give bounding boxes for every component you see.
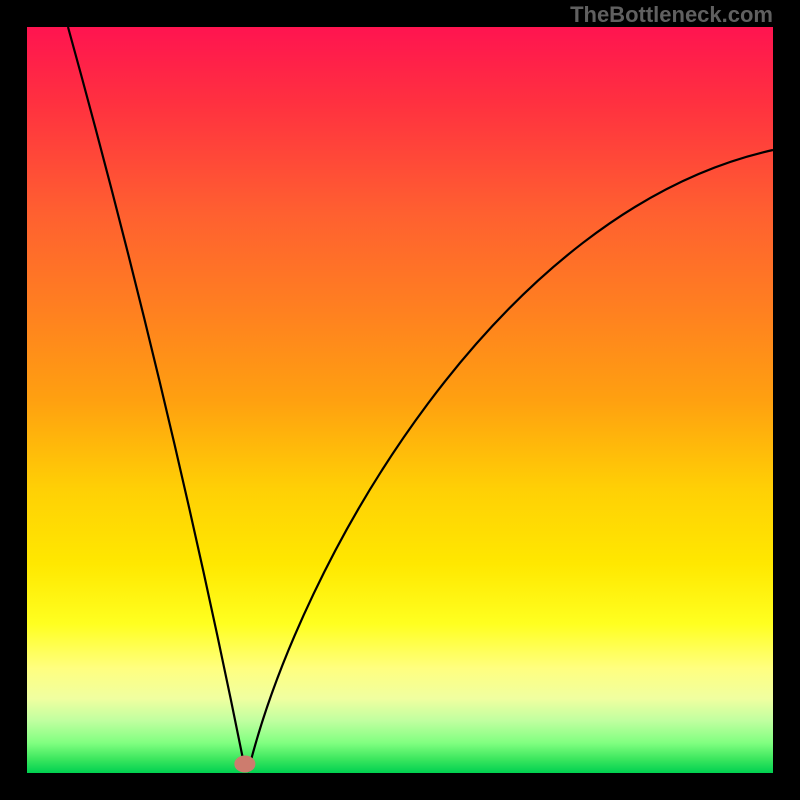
bottleneck-chart: TheBottleneck.com	[0, 0, 800, 800]
plot-area	[27, 27, 773, 773]
watermark-text: TheBottleneck.com	[570, 2, 773, 28]
